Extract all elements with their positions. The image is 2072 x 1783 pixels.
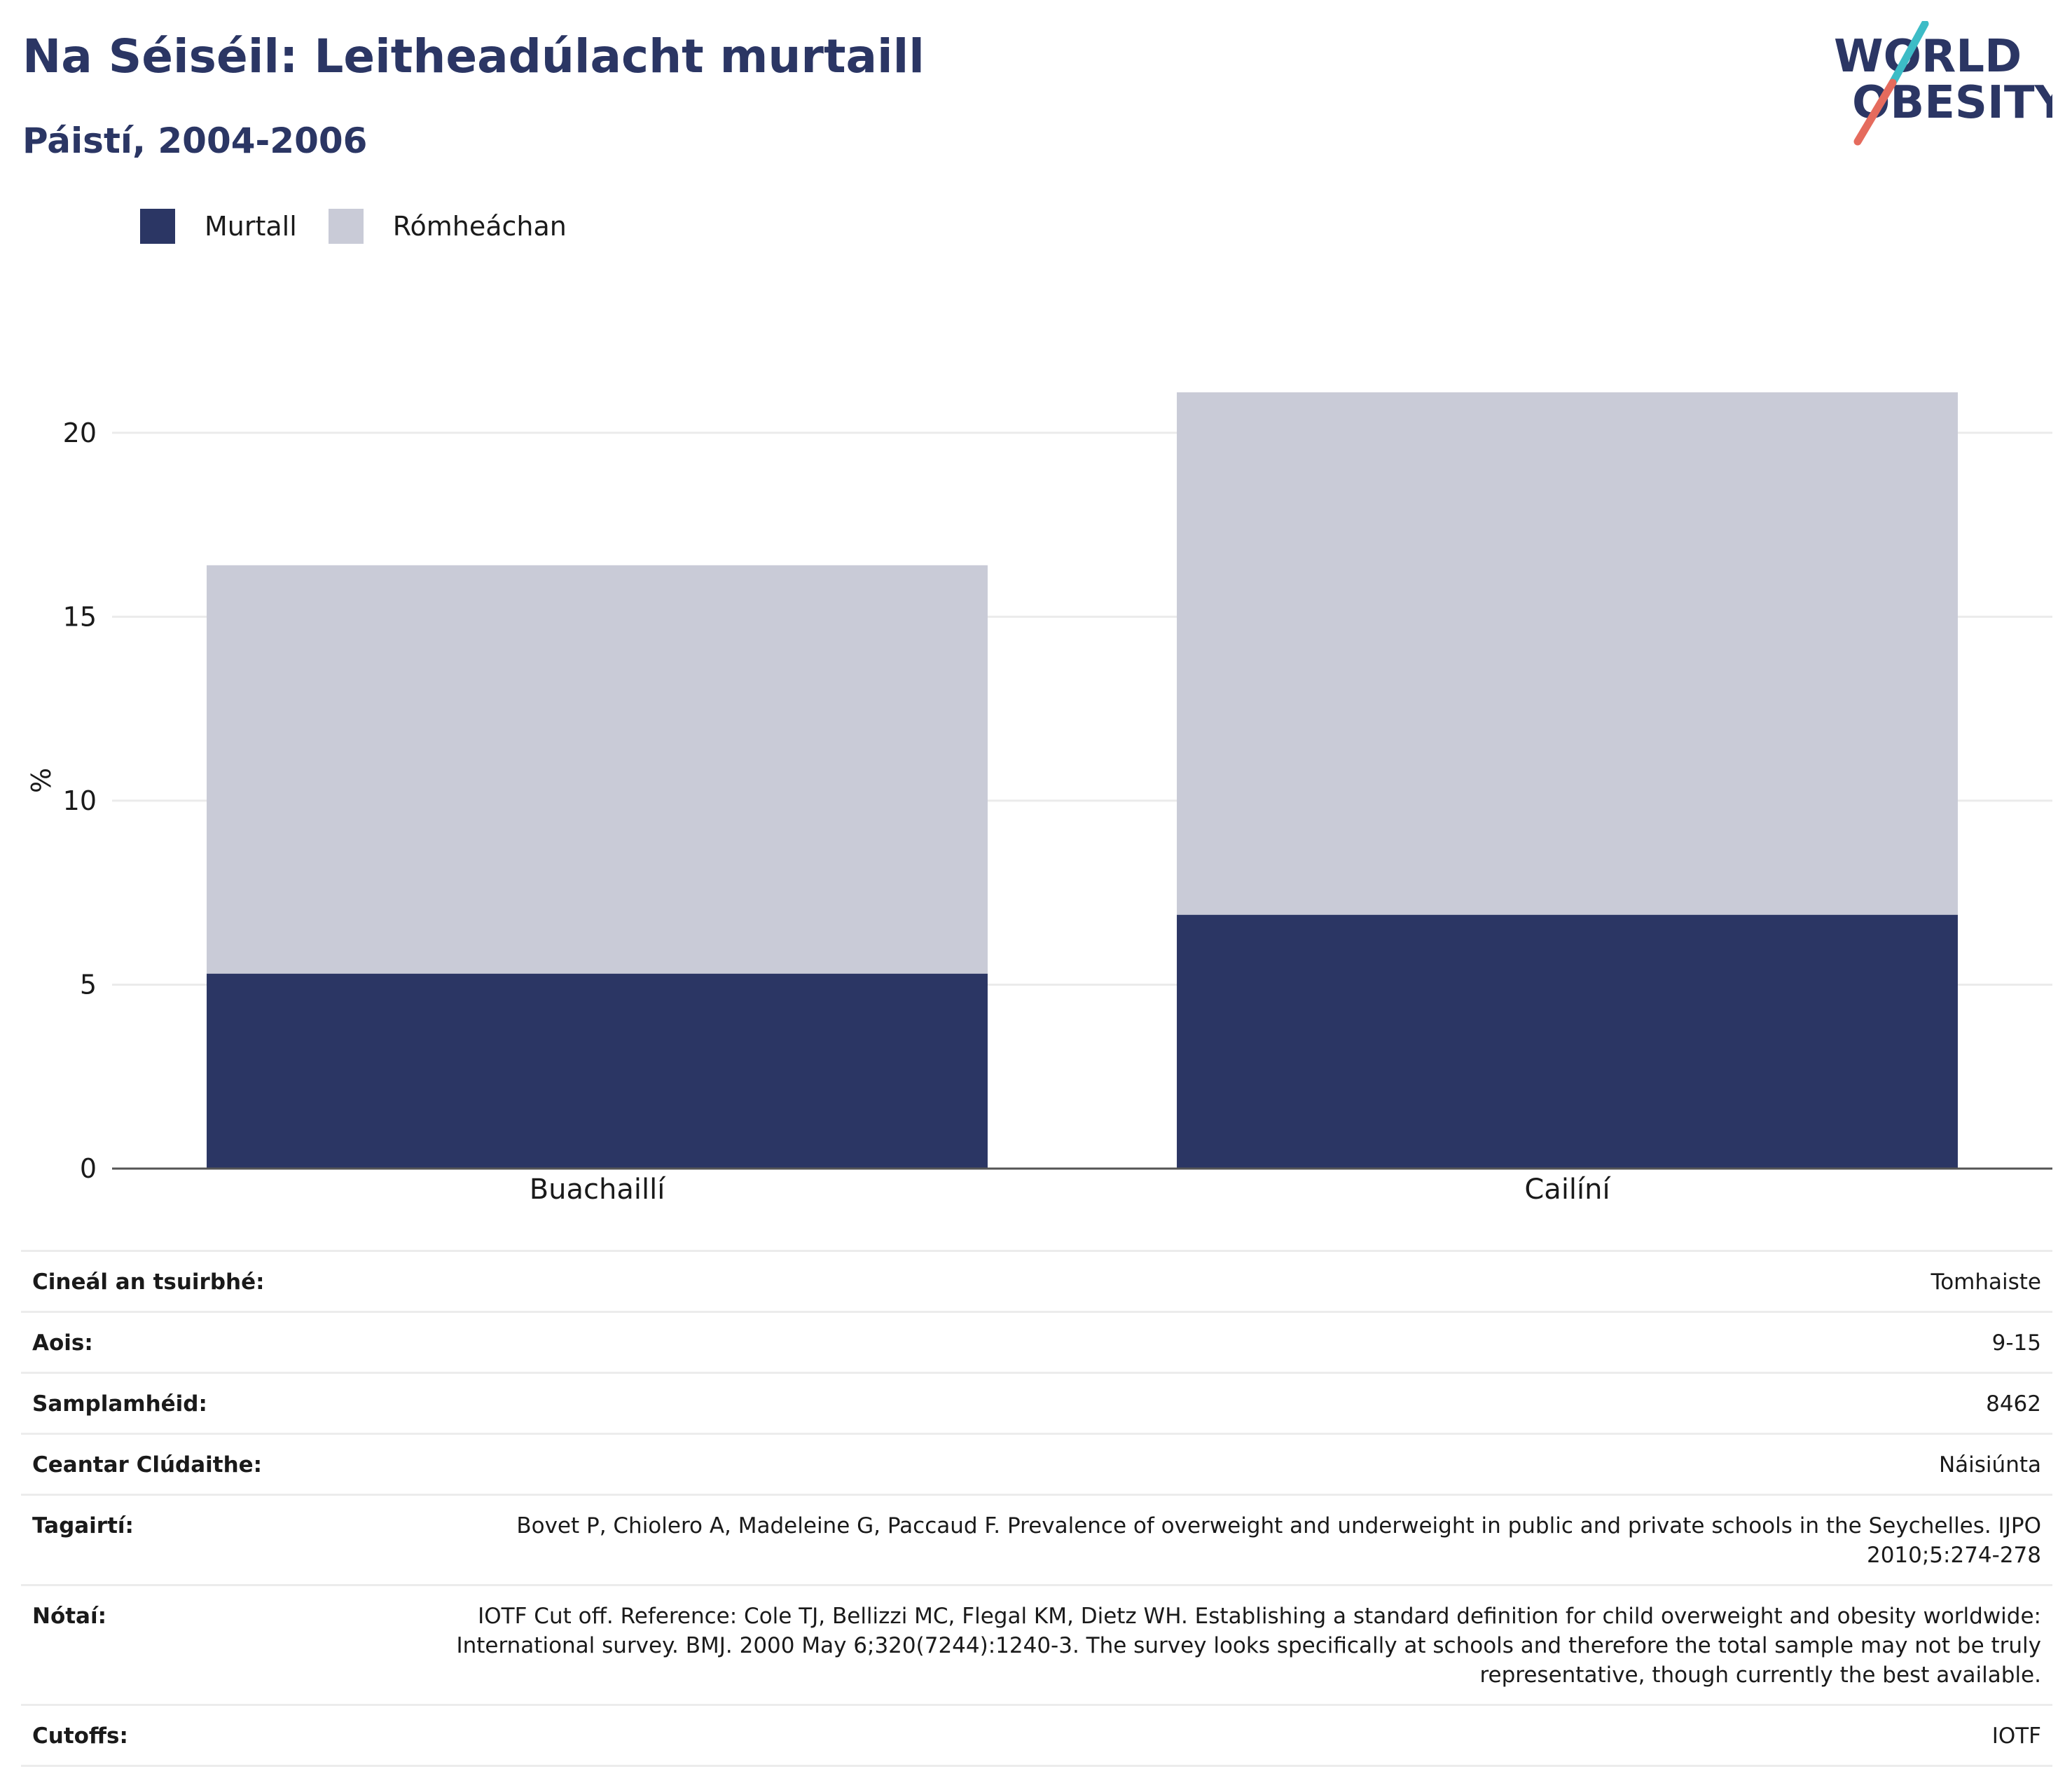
y-axis-label: %: [26, 768, 57, 793]
legend-swatch-romheachan: [328, 209, 364, 244]
info-table: Cineál an tsuirbhé: Tomhaiste Aois: 9-15 Sam…: [21, 1250, 2052, 1767]
legend-swatch-murtall: [140, 209, 175, 244]
chart-subtitle: Páistí, 2004-2006: [22, 121, 368, 161]
bar-rómheáchan: [207, 565, 988, 974]
info-row: Cineál an tsuirbhé: Tomhaiste: [21, 1252, 2052, 1313]
legend-item-murtall[interactable]: Murtall: [140, 209, 297, 244]
info-row: Aois: 9-15: [21, 1313, 2052, 1374]
y-tick-label: 0: [80, 1153, 97, 1184]
bars: [207, 392, 1958, 1169]
chart-title: Na Séiséil: Leitheadúlacht murtaill: [22, 29, 925, 83]
info-label: Ceantar Clúdaithe:: [32, 1452, 263, 1478]
info-label: Samplamhéid:: [32, 1391, 207, 1417]
legend-label-romheachan: Rómheáchan: [392, 211, 567, 242]
info-value: Bovet P, Chiolero A, Madeleine G, Paccau…: [516, 1513, 2041, 1568]
info-value: 9-15: [1991, 1330, 2041, 1356]
x-tick-label: Cailíní: [1524, 1173, 1611, 1206]
logo-line-world: WORLD: [1834, 31, 2022, 83]
x-tick-labels: Buachaillí Cailíní: [530, 1173, 1612, 1206]
info-row: Ceantar Clúdaithe: Náisiúnta: [21, 1435, 2052, 1496]
y-tick-label: 10: [63, 785, 97, 816]
info-label: Aois:: [32, 1330, 93, 1356]
legend-item-romheachan[interactable]: Rómheáchan: [328, 209, 567, 244]
info-row: Cutoffs: IOTF: [21, 1706, 2052, 1767]
chart-legend: Murtall Rómheáchan: [140, 207, 598, 245]
y-tick-labels: 0 5 10 15 20: [63, 418, 97, 1184]
logo-line-obesity: OBESITY: [1852, 77, 2052, 129]
info-row: Tagairtí: Bovet P, Chiolero A, Madeleine …: [21, 1496, 2052, 1586]
bar-rómheáchan: [1177, 392, 1958, 915]
info-value: Náisiúnta: [1938, 1452, 2041, 1478]
info-row: Samplamhéid: 8462: [21, 1374, 2052, 1435]
info-label: Tagairtí:: [32, 1513, 134, 1538]
stacked-bar-chart: 0 5 10 15 20 Buachaillí Cailíní %: [26, 392, 2052, 1206]
info-value: Tomhaiste: [1931, 1269, 2041, 1295]
y-tick-label: 5: [80, 969, 97, 1000]
info-label: Cineál an tsuirbhé:: [32, 1269, 265, 1295]
x-tick-label: Buachaillí: [530, 1173, 667, 1206]
info-row: Nótaí: IOTF Cut off. Reference: Cole TJ, …: [21, 1586, 2052, 1706]
info-value: 8462: [1986, 1391, 2041, 1417]
legend-label-murtall: Murtall: [205, 211, 297, 242]
info-value: IOTF Cut off. Reference: Cole TJ, Belliz…: [456, 1604, 2041, 1688]
y-tick-label: 15: [63, 601, 97, 632]
world-obesity-logo: WORLD OBESITY: [1834, 21, 2052, 146]
info-label: Cutoffs:: [32, 1723, 128, 1749]
bar-murtall: [207, 973, 988, 1169]
y-tick-label: 20: [63, 418, 97, 448]
info-value: IOTF: [1991, 1723, 2041, 1749]
bar-murtall: [1177, 914, 1958, 1169]
info-label: Nótaí:: [32, 1604, 107, 1629]
